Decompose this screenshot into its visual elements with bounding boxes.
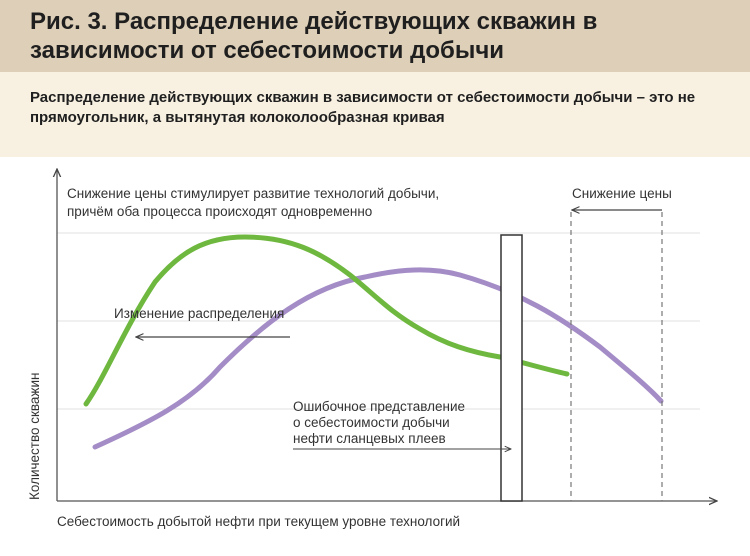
diagram-svg: Снижение цены стимулирует развитие техно… — [27, 157, 750, 529]
price-drop-label: Снижение цены — [572, 186, 672, 201]
misconception-line2: о себестоимости добычи — [293, 415, 450, 430]
diagram-area: Снижение цены стимулирует развитие техно… — [0, 157, 750, 551]
x-axis-label: Себестоимость добытой нефти при текущем … — [57, 514, 460, 529]
figure-header: Рис. 3. Распределение действующих скважи… — [0, 0, 750, 72]
price-drop-note-line1: Снижение цены стимулирует развитие техно… — [67, 186, 439, 201]
misconception-rectangle — [500, 234, 523, 502]
figure-title: Рис. 3. Распределение действующих скважи… — [30, 8, 598, 64]
purple-distribution-curve — [92, 267, 664, 450]
y-axis-label: Количество скважин — [27, 373, 42, 500]
misconception-line1: Ошибочное представление — [293, 399, 465, 414]
price-drop-note-line2: причём оба процесса происходят одновреме… — [67, 204, 372, 219]
distribution-change-label: Изменение распределения — [114, 306, 284, 321]
figure-subtitle: Распределение действующих скважин в зави… — [30, 89, 696, 126]
green-distribution-curve — [83, 234, 570, 407]
figure-subheader: Распределение действующих скважин в зави… — [0, 72, 750, 157]
misconception-line3: нефти сланцевых плеев — [293, 431, 446, 446]
